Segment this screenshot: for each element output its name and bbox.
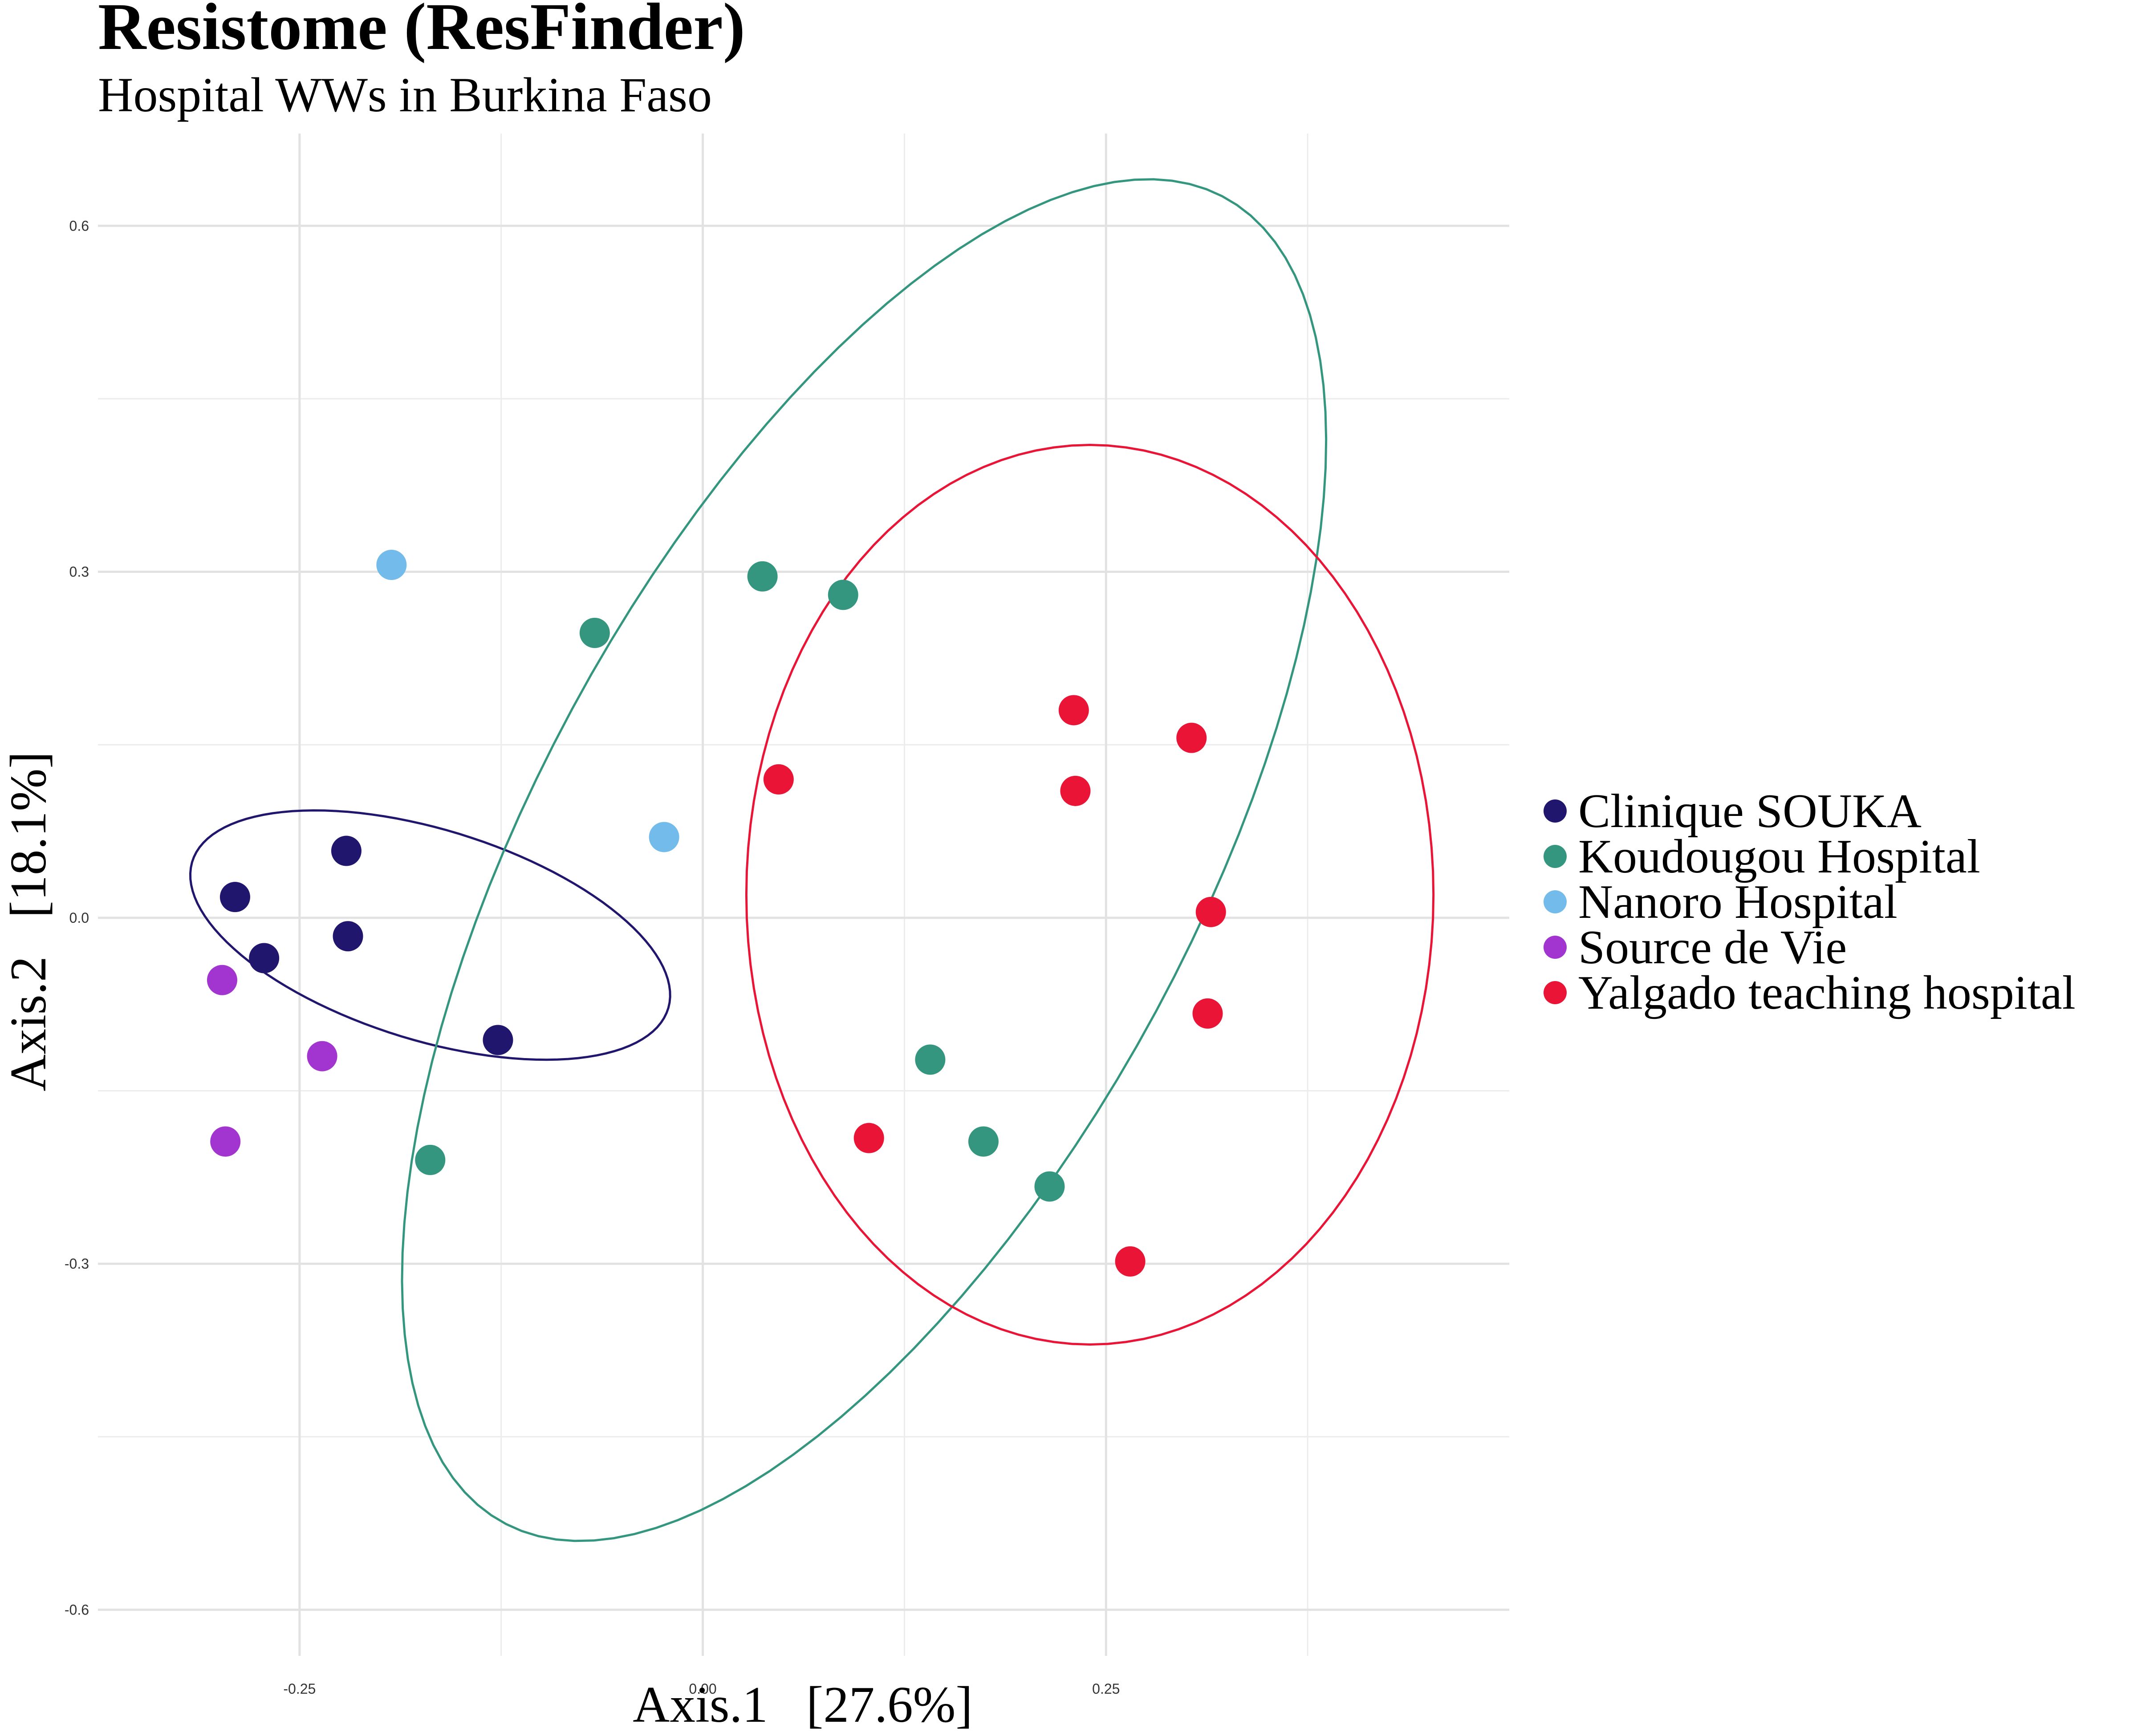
data-points — [207, 550, 1226, 1277]
confidence-ellipses — [189, 178, 1435, 1542]
confidence-ellipse — [189, 809, 671, 1061]
legend-label: Yalgado teaching hospital — [1578, 966, 2076, 1019]
data-point — [415, 1144, 446, 1175]
confidence-ellipse — [401, 178, 1328, 1542]
legend-key — [1544, 890, 1567, 913]
data-point — [915, 1044, 946, 1075]
data-point — [307, 1041, 337, 1071]
data-point — [1034, 1171, 1065, 1202]
data-point — [828, 580, 858, 610]
data-point — [207, 965, 237, 995]
y-axis-label: Axis.2 [18.1%] — [0, 751, 57, 1091]
legend-label: Source de Vie — [1578, 921, 1847, 974]
data-point — [579, 617, 610, 648]
legend-label: Nanoro Hospital — [1578, 876, 1897, 929]
data-point — [763, 764, 794, 795]
chart-title: Resistome (ResFinder) — [98, 0, 745, 64]
data-point — [1058, 695, 1089, 726]
chart-subtitle: Hospital WWs in Burkina Faso — [98, 68, 712, 122]
legend-label: Koudougou Hospital — [1578, 830, 1980, 883]
confidence-ellipse — [745, 443, 1435, 1346]
data-point — [1115, 1246, 1146, 1277]
y-tick-label: 0.6 — [69, 218, 89, 234]
legend-key — [1544, 936, 1567, 959]
data-point — [1176, 722, 1207, 753]
legend-key — [1544, 799, 1567, 823]
y-tick-label: 0.3 — [69, 564, 89, 580]
x-tick-label: 0.25 — [1092, 1681, 1120, 1697]
data-point — [219, 882, 250, 913]
data-point — [210, 1126, 241, 1157]
data-point — [333, 921, 363, 952]
data-point — [249, 943, 280, 973]
y-tick-label: -0.6 — [65, 1602, 89, 1618]
grid-lines — [98, 134, 1509, 1656]
data-point — [331, 836, 362, 866]
legend-label: Clinique SOUKA — [1578, 785, 1922, 838]
data-point — [968, 1126, 999, 1157]
data-point — [1195, 896, 1226, 927]
data-point — [853, 1123, 884, 1153]
data-point — [483, 1025, 513, 1055]
data-point — [649, 822, 679, 852]
tick-labels: -0.25 0.00 0.25 -0.6 -0.3 0.0 0.3 0.6 — [65, 218, 1120, 1697]
x-tick-label: 0.00 — [689, 1681, 716, 1697]
y-tick-label: -0.3 — [65, 1256, 89, 1272]
y-tick-label: 0.0 — [69, 910, 89, 926]
data-point — [747, 561, 778, 592]
data-point — [1192, 998, 1223, 1029]
x-tick-label: -0.25 — [283, 1681, 316, 1697]
data-point — [376, 550, 407, 580]
x-axis-label: Axis.1 [27.6%] — [633, 1676, 972, 1733]
legend-key — [1544, 845, 1567, 868]
legend-key — [1544, 981, 1567, 1004]
data-point — [1060, 775, 1091, 806]
